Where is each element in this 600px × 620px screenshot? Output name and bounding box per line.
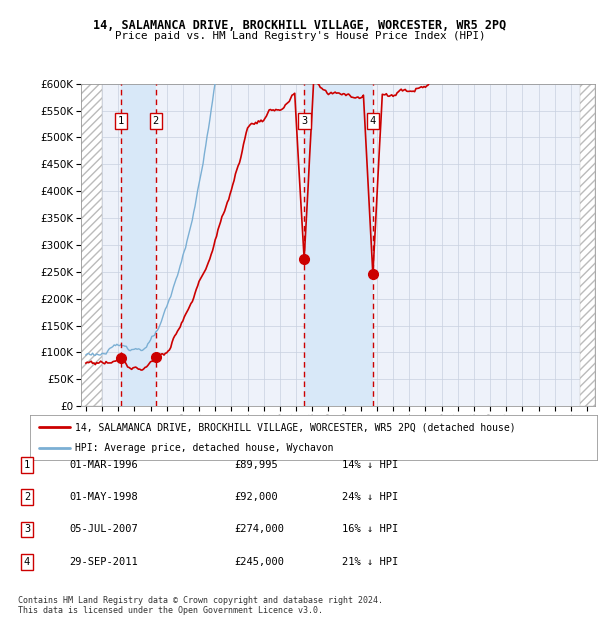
Text: 3: 3	[24, 525, 30, 534]
Text: 01-MAR-1996: 01-MAR-1996	[69, 460, 138, 470]
Text: 4: 4	[24, 557, 30, 567]
Text: 4: 4	[370, 117, 376, 126]
Text: 2: 2	[24, 492, 30, 502]
Text: 16% ↓ HPI: 16% ↓ HPI	[342, 525, 398, 534]
Text: 14, SALAMANCA DRIVE, BROCKHILL VILLAGE, WORCESTER, WR5 2PQ (detached house): 14, SALAMANCA DRIVE, BROCKHILL VILLAGE, …	[76, 422, 516, 433]
Text: 05-JUL-2007: 05-JUL-2007	[69, 525, 138, 534]
Text: £89,995: £89,995	[234, 460, 278, 470]
Text: 2: 2	[153, 117, 159, 126]
Text: £245,000: £245,000	[234, 557, 284, 567]
Text: 24% ↓ HPI: 24% ↓ HPI	[342, 492, 398, 502]
Text: £274,000: £274,000	[234, 525, 284, 534]
Text: 01-MAY-1998: 01-MAY-1998	[69, 492, 138, 502]
Text: Contains HM Land Registry data © Crown copyright and database right 2024.
This d: Contains HM Land Registry data © Crown c…	[18, 596, 383, 615]
Text: 21% ↓ HPI: 21% ↓ HPI	[342, 557, 398, 567]
Text: 14, SALAMANCA DRIVE, BROCKHILL VILLAGE, WORCESTER, WR5 2PQ: 14, SALAMANCA DRIVE, BROCKHILL VILLAGE, …	[94, 19, 506, 32]
Text: 1: 1	[118, 117, 124, 126]
Text: 3: 3	[301, 117, 307, 126]
Text: HPI: Average price, detached house, Wychavon: HPI: Average price, detached house, Wych…	[76, 443, 334, 453]
Bar	[580, 84, 595, 406]
Text: 14% ↓ HPI: 14% ↓ HPI	[342, 460, 398, 470]
Bar	[81, 84, 102, 406]
Bar	[304, 84, 373, 406]
Bar	[121, 84, 156, 406]
Text: £92,000: £92,000	[234, 492, 278, 502]
Text: 29-SEP-2011: 29-SEP-2011	[69, 557, 138, 567]
Text: Price paid vs. HM Land Registry's House Price Index (HPI): Price paid vs. HM Land Registry's House …	[115, 31, 485, 41]
Text: 1: 1	[24, 460, 30, 470]
